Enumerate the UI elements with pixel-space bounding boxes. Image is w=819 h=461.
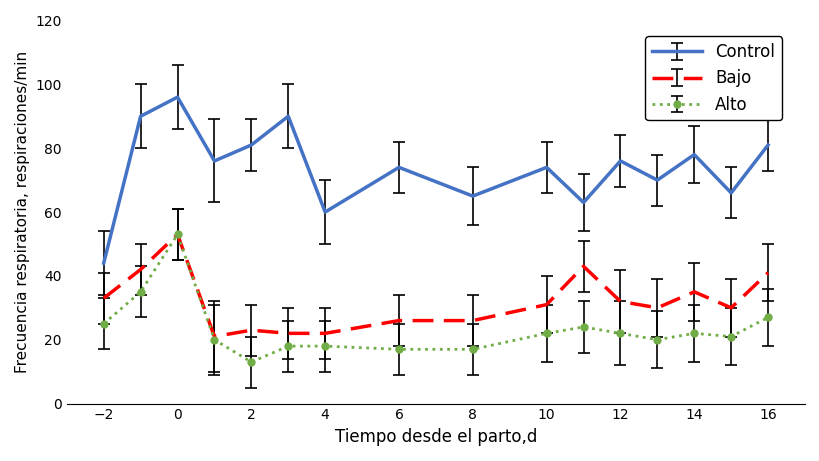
Y-axis label: Frecuencia respiratoria, respiraciones/min: Frecuencia respiratoria, respiraciones/m…	[15, 51, 30, 373]
Legend: Control, Bajo, Alto: Control, Bajo, Alto	[645, 36, 781, 120]
X-axis label: Tiempo desde el parto,d: Tiempo desde el parto,d	[334, 428, 536, 446]
